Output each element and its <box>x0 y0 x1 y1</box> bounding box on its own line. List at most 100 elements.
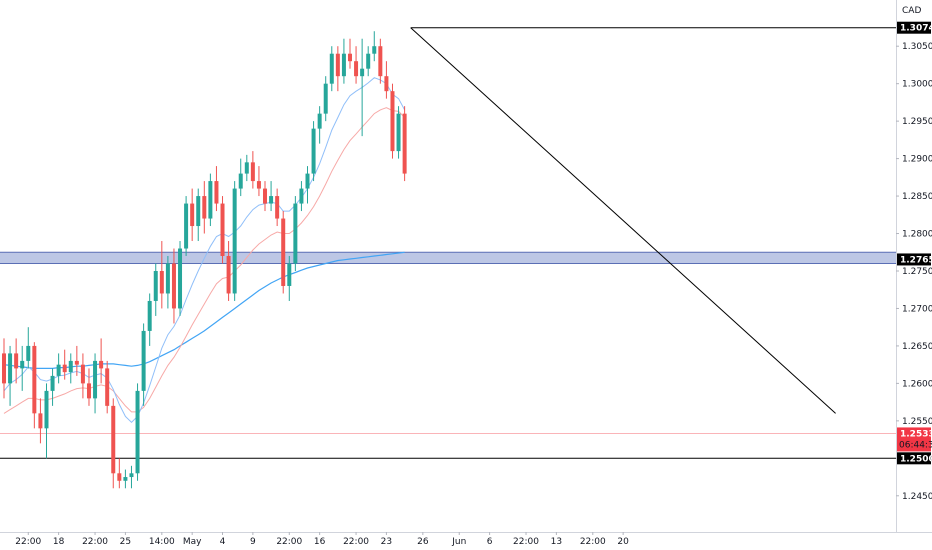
y-tick-label: 1.27000 <box>902 304 932 314</box>
candle-body[interactable] <box>38 413 43 429</box>
candle-body[interactable] <box>105 368 110 406</box>
y-tick-label: 1.29000 <box>902 155 932 165</box>
candle-body[interactable] <box>390 91 395 152</box>
candle-body[interactable] <box>68 360 73 373</box>
candle-body[interactable] <box>123 477 128 481</box>
x-tick-label: 13 <box>551 537 562 547</box>
candle-body[interactable] <box>263 188 268 204</box>
x-tick-label: May <box>183 537 202 547</box>
x-tick-label: 22:00 <box>580 537 606 547</box>
candle-body[interactable] <box>396 113 401 152</box>
candle-body[interactable] <box>214 181 219 204</box>
candle-body[interactable] <box>226 256 231 294</box>
x-tick-label: 22:00 <box>82 537 108 547</box>
candle-body[interactable] <box>293 203 298 264</box>
candle-body[interactable] <box>220 203 225 257</box>
candle-body[interactable] <box>8 353 13 384</box>
x-tick-label: 22:00 <box>15 537 41 547</box>
candle-body[interactable] <box>111 405 116 474</box>
candle-body[interactable] <box>141 330 146 391</box>
trendline[interactable] <box>410 27 836 414</box>
candle-body[interactable] <box>335 53 340 77</box>
candle-body[interactable] <box>299 188 304 204</box>
candle-body[interactable] <box>347 53 352 62</box>
candle-body[interactable] <box>384 76 389 92</box>
candle-body[interactable] <box>2 353 6 384</box>
candle-body[interactable] <box>80 364 85 384</box>
y-tick-label: 1.28500 <box>902 192 932 202</box>
y-tick-label: 1.30000 <box>902 80 932 90</box>
candle-body[interactable] <box>153 270 158 301</box>
candle-body[interactable] <box>184 203 189 249</box>
candle-body[interactable] <box>32 345 37 414</box>
candle-body[interactable] <box>372 46 377 54</box>
candle-body[interactable] <box>238 173 243 189</box>
candle-body[interactable] <box>378 46 383 77</box>
candle-body[interactable] <box>135 390 140 474</box>
candle-body[interactable] <box>275 196 280 219</box>
candle-body[interactable] <box>171 263 176 309</box>
candle-body[interactable] <box>208 181 213 219</box>
x-tick-label: Jun <box>451 537 466 547</box>
candle-body[interactable] <box>117 473 122 481</box>
candle-body[interactable] <box>311 128 316 174</box>
current-price-tag-text: 1.25332 <box>900 429 932 439</box>
candle-body[interactable] <box>402 113 407 174</box>
x-tick-label: 18 <box>53 537 65 547</box>
support-zone[interactable] <box>0 252 896 264</box>
candle-body[interactable] <box>159 270 164 294</box>
price-tag-text: 1.30747 <box>900 24 932 34</box>
y-tick-label: 1.30500 <box>902 42 932 52</box>
candle-body[interactable] <box>14 353 19 369</box>
candle-body[interactable] <box>287 263 292 286</box>
candle-body[interactable] <box>50 375 55 391</box>
candle-body[interactable] <box>250 162 255 182</box>
candle-body[interactable] <box>129 473 134 478</box>
candle-body[interactable] <box>62 364 67 373</box>
candle-body[interactable] <box>281 218 286 286</box>
candle-body[interactable] <box>269 196 274 204</box>
x-tick-label: 4 <box>220 537 226 547</box>
x-tick-label: 26 <box>417 537 429 547</box>
candle-body[interactable] <box>202 196 207 219</box>
y-tick-label: 1.26000 <box>902 379 932 389</box>
candle-body[interactable] <box>366 53 371 69</box>
y-tick-label: 1.24500 <box>902 492 932 502</box>
x-tick-label: 6 <box>487 537 493 547</box>
current-price-tag-bg <box>897 427 931 452</box>
candle-body[interactable] <box>86 383 91 399</box>
x-tick-label: 9 <box>250 537 256 547</box>
candle-body[interactable] <box>56 364 61 376</box>
x-tick-label: 23 <box>381 537 392 547</box>
zone-tag-bg <box>897 253 931 266</box>
candle-body[interactable] <box>99 360 104 369</box>
candle-body[interactable] <box>178 248 183 309</box>
candle-body[interactable] <box>256 181 261 189</box>
candle-body[interactable] <box>305 173 310 189</box>
x-tick-label: 22:00 <box>276 537 302 547</box>
candle-body[interactable] <box>190 203 195 227</box>
candle-body[interactable] <box>323 83 328 114</box>
candle-body[interactable] <box>317 113 322 129</box>
candle-body[interactable] <box>93 360 98 399</box>
candle-body[interactable] <box>354 61 359 77</box>
ema-slow-line <box>3 107 405 414</box>
candle-body[interactable] <box>360 68 365 77</box>
candle-body[interactable] <box>196 196 201 227</box>
y-tick-label: 1.25500 <box>902 417 932 427</box>
candle-body[interactable] <box>232 188 237 294</box>
candle-body[interactable] <box>147 300 152 331</box>
x-tick-label: 22:00 <box>513 537 539 547</box>
price-tag-bg <box>897 21 931 34</box>
candle-body[interactable] <box>329 53 334 84</box>
candle-body[interactable] <box>341 53 346 77</box>
candle-body[interactable] <box>26 345 31 361</box>
y-tick-label: 1.28000 <box>902 230 932 240</box>
candle-body[interactable] <box>244 162 249 174</box>
candle-body[interactable] <box>44 390 49 429</box>
candle-body[interactable] <box>20 360 25 369</box>
candle-body[interactable] <box>74 360 79 365</box>
candle-body[interactable] <box>165 263 170 294</box>
